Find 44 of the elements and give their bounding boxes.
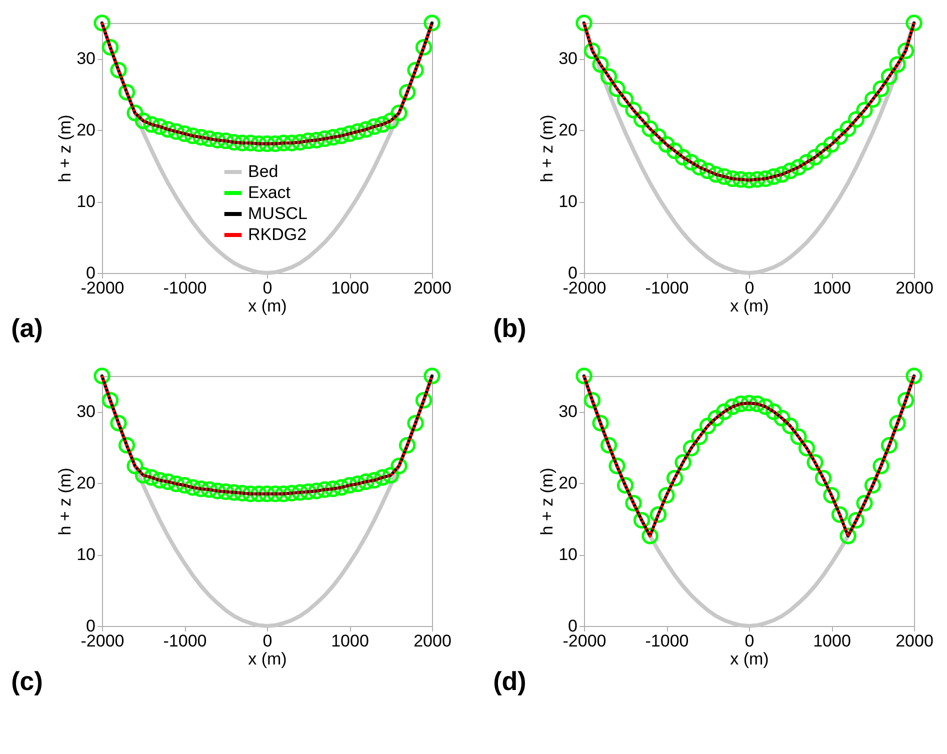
text: (a): [11, 313, 43, 343]
y-axis-title: h + z (m): [56, 114, 75, 182]
y-tick-label: 10: [558, 192, 578, 212]
y-tick-label: 30: [558, 402, 578, 422]
text: (d): [493, 666, 526, 696]
y-axis-title: h + z (m): [538, 114, 557, 182]
legend-label: MUSCL: [248, 204, 308, 223]
y-tick-label: 30: [76, 402, 96, 422]
y-tick-label: 30: [76, 49, 96, 68]
x-tick-label: 0: [262, 278, 272, 298]
legend-label: Bed: [248, 162, 278, 181]
y-tick-label: 10: [76, 192, 96, 212]
y-tick-label: 20: [76, 120, 96, 140]
x-tick-label: 1000: [813, 632, 851, 650]
x-axis-title: x (m): [248, 650, 287, 668]
text: (c): [11, 666, 43, 696]
y-tick-label: 10: [76, 545, 96, 564]
x-tick-label: 0: [744, 632, 754, 650]
x-tick-label: 0: [744, 278, 754, 298]
y-tick-label: 20: [558, 474, 578, 493]
x-tick-label: -1000: [163, 632, 207, 650]
x-axis-title: x (m): [248, 296, 287, 316]
y-axis-title: h + z (m): [56, 468, 75, 536]
x-axis-title: x (m): [730, 296, 769, 316]
y-tick-label: 10: [558, 545, 578, 564]
x-tick-label: 0: [262, 632, 272, 650]
y-tick-label: 30: [558, 49, 578, 68]
x-tick-label: 2000: [896, 632, 934, 650]
x-tick-label: 1000: [331, 278, 369, 298]
y-tick-label: 20: [558, 120, 578, 140]
x-tick-label: 2000: [896, 278, 934, 298]
x-tick-label: -1000: [163, 278, 207, 298]
y-axis-title: h + z (m): [538, 468, 557, 536]
x-axis-title: x (m): [730, 650, 769, 668]
x-tick-label: -1000: [645, 278, 689, 298]
text: (b): [493, 313, 526, 343]
legend-label: Exact: [248, 183, 291, 202]
y-tick-label: 20: [76, 474, 96, 493]
x-tick-label: -1000: [645, 632, 689, 650]
legend-label: RKDG2: [248, 225, 307, 244]
x-tick-label: 2000: [414, 278, 452, 298]
x-tick-label: 2000: [414, 632, 452, 650]
x-tick-label: 1000: [331, 632, 369, 650]
x-tick-label: 1000: [813, 278, 851, 298]
